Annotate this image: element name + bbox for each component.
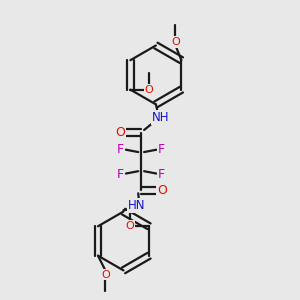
Text: O: O	[171, 37, 180, 47]
Text: F: F	[117, 142, 124, 156]
Text: O: O	[115, 126, 125, 140]
Text: O: O	[145, 85, 154, 94]
Text: HN: HN	[128, 199, 146, 212]
Text: F: F	[117, 168, 124, 181]
Text: F: F	[158, 168, 165, 181]
Text: NH: NH	[152, 111, 169, 124]
Text: O: O	[126, 221, 134, 231]
Text: F: F	[158, 142, 165, 156]
Text: O: O	[101, 270, 110, 280]
Text: O: O	[158, 184, 167, 197]
